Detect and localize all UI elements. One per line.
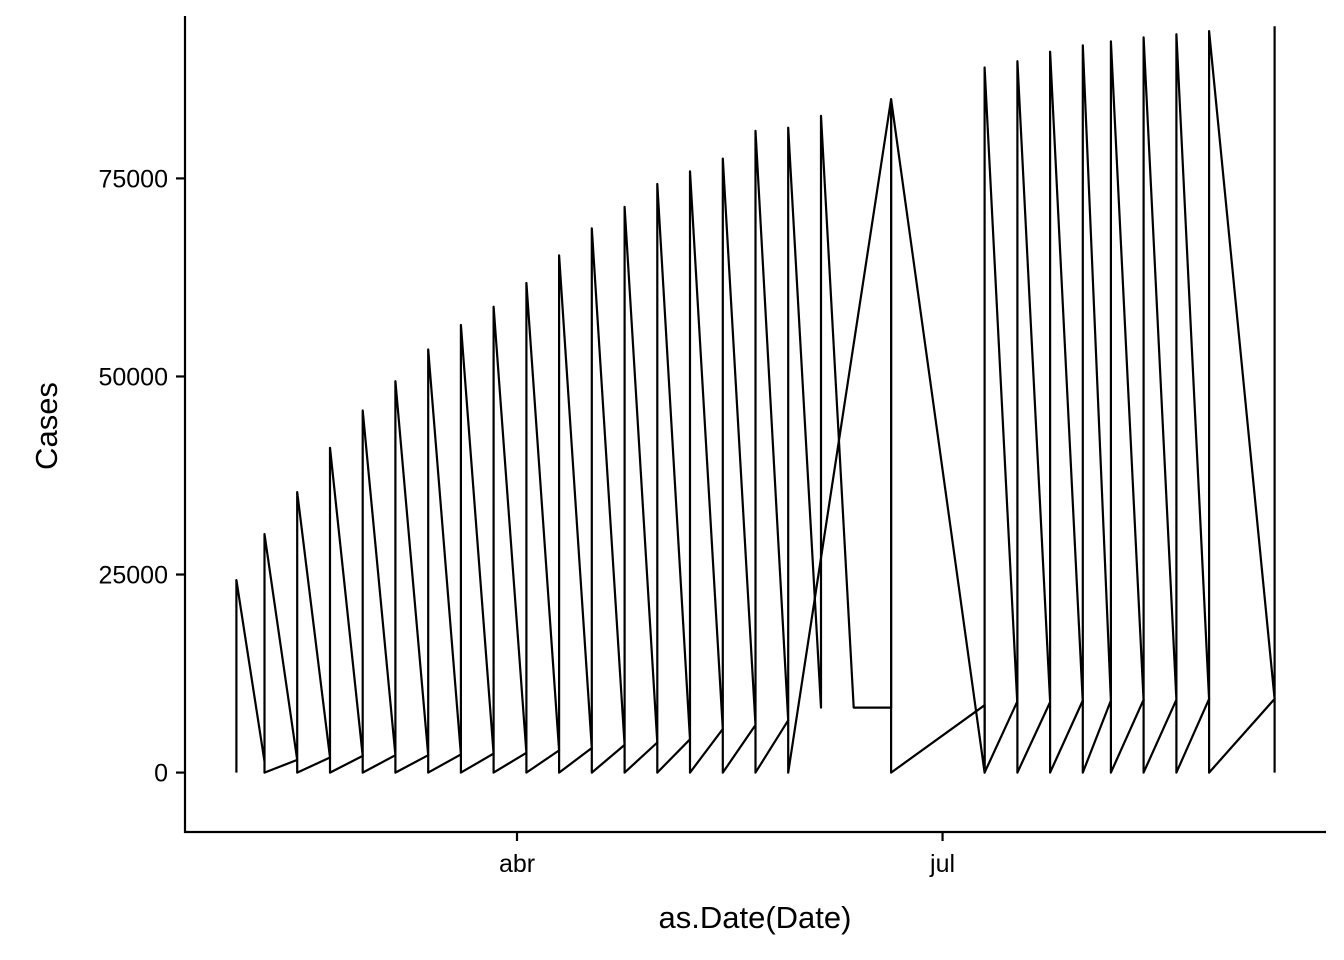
x-axis-ticks: abr jul xyxy=(499,832,955,878)
series-line-1 xyxy=(235,26,1276,774)
plot-lines xyxy=(235,26,1276,774)
y-tick-label: 25000 xyxy=(98,562,168,590)
y-tick-label: 75000 xyxy=(98,165,168,193)
y-tick-label: 0 xyxy=(154,760,168,788)
x-tick-label: abr xyxy=(499,850,535,878)
series-line-2 xyxy=(263,98,1276,774)
y-axis-ticks: 0 25000 50000 75000 xyxy=(98,165,185,788)
y-axis-title: Cases xyxy=(29,382,64,470)
x-axis-title: as.Date(Date) xyxy=(659,900,852,935)
x-tick-label: jul xyxy=(929,850,955,878)
y-tick-label: 50000 xyxy=(98,363,168,391)
